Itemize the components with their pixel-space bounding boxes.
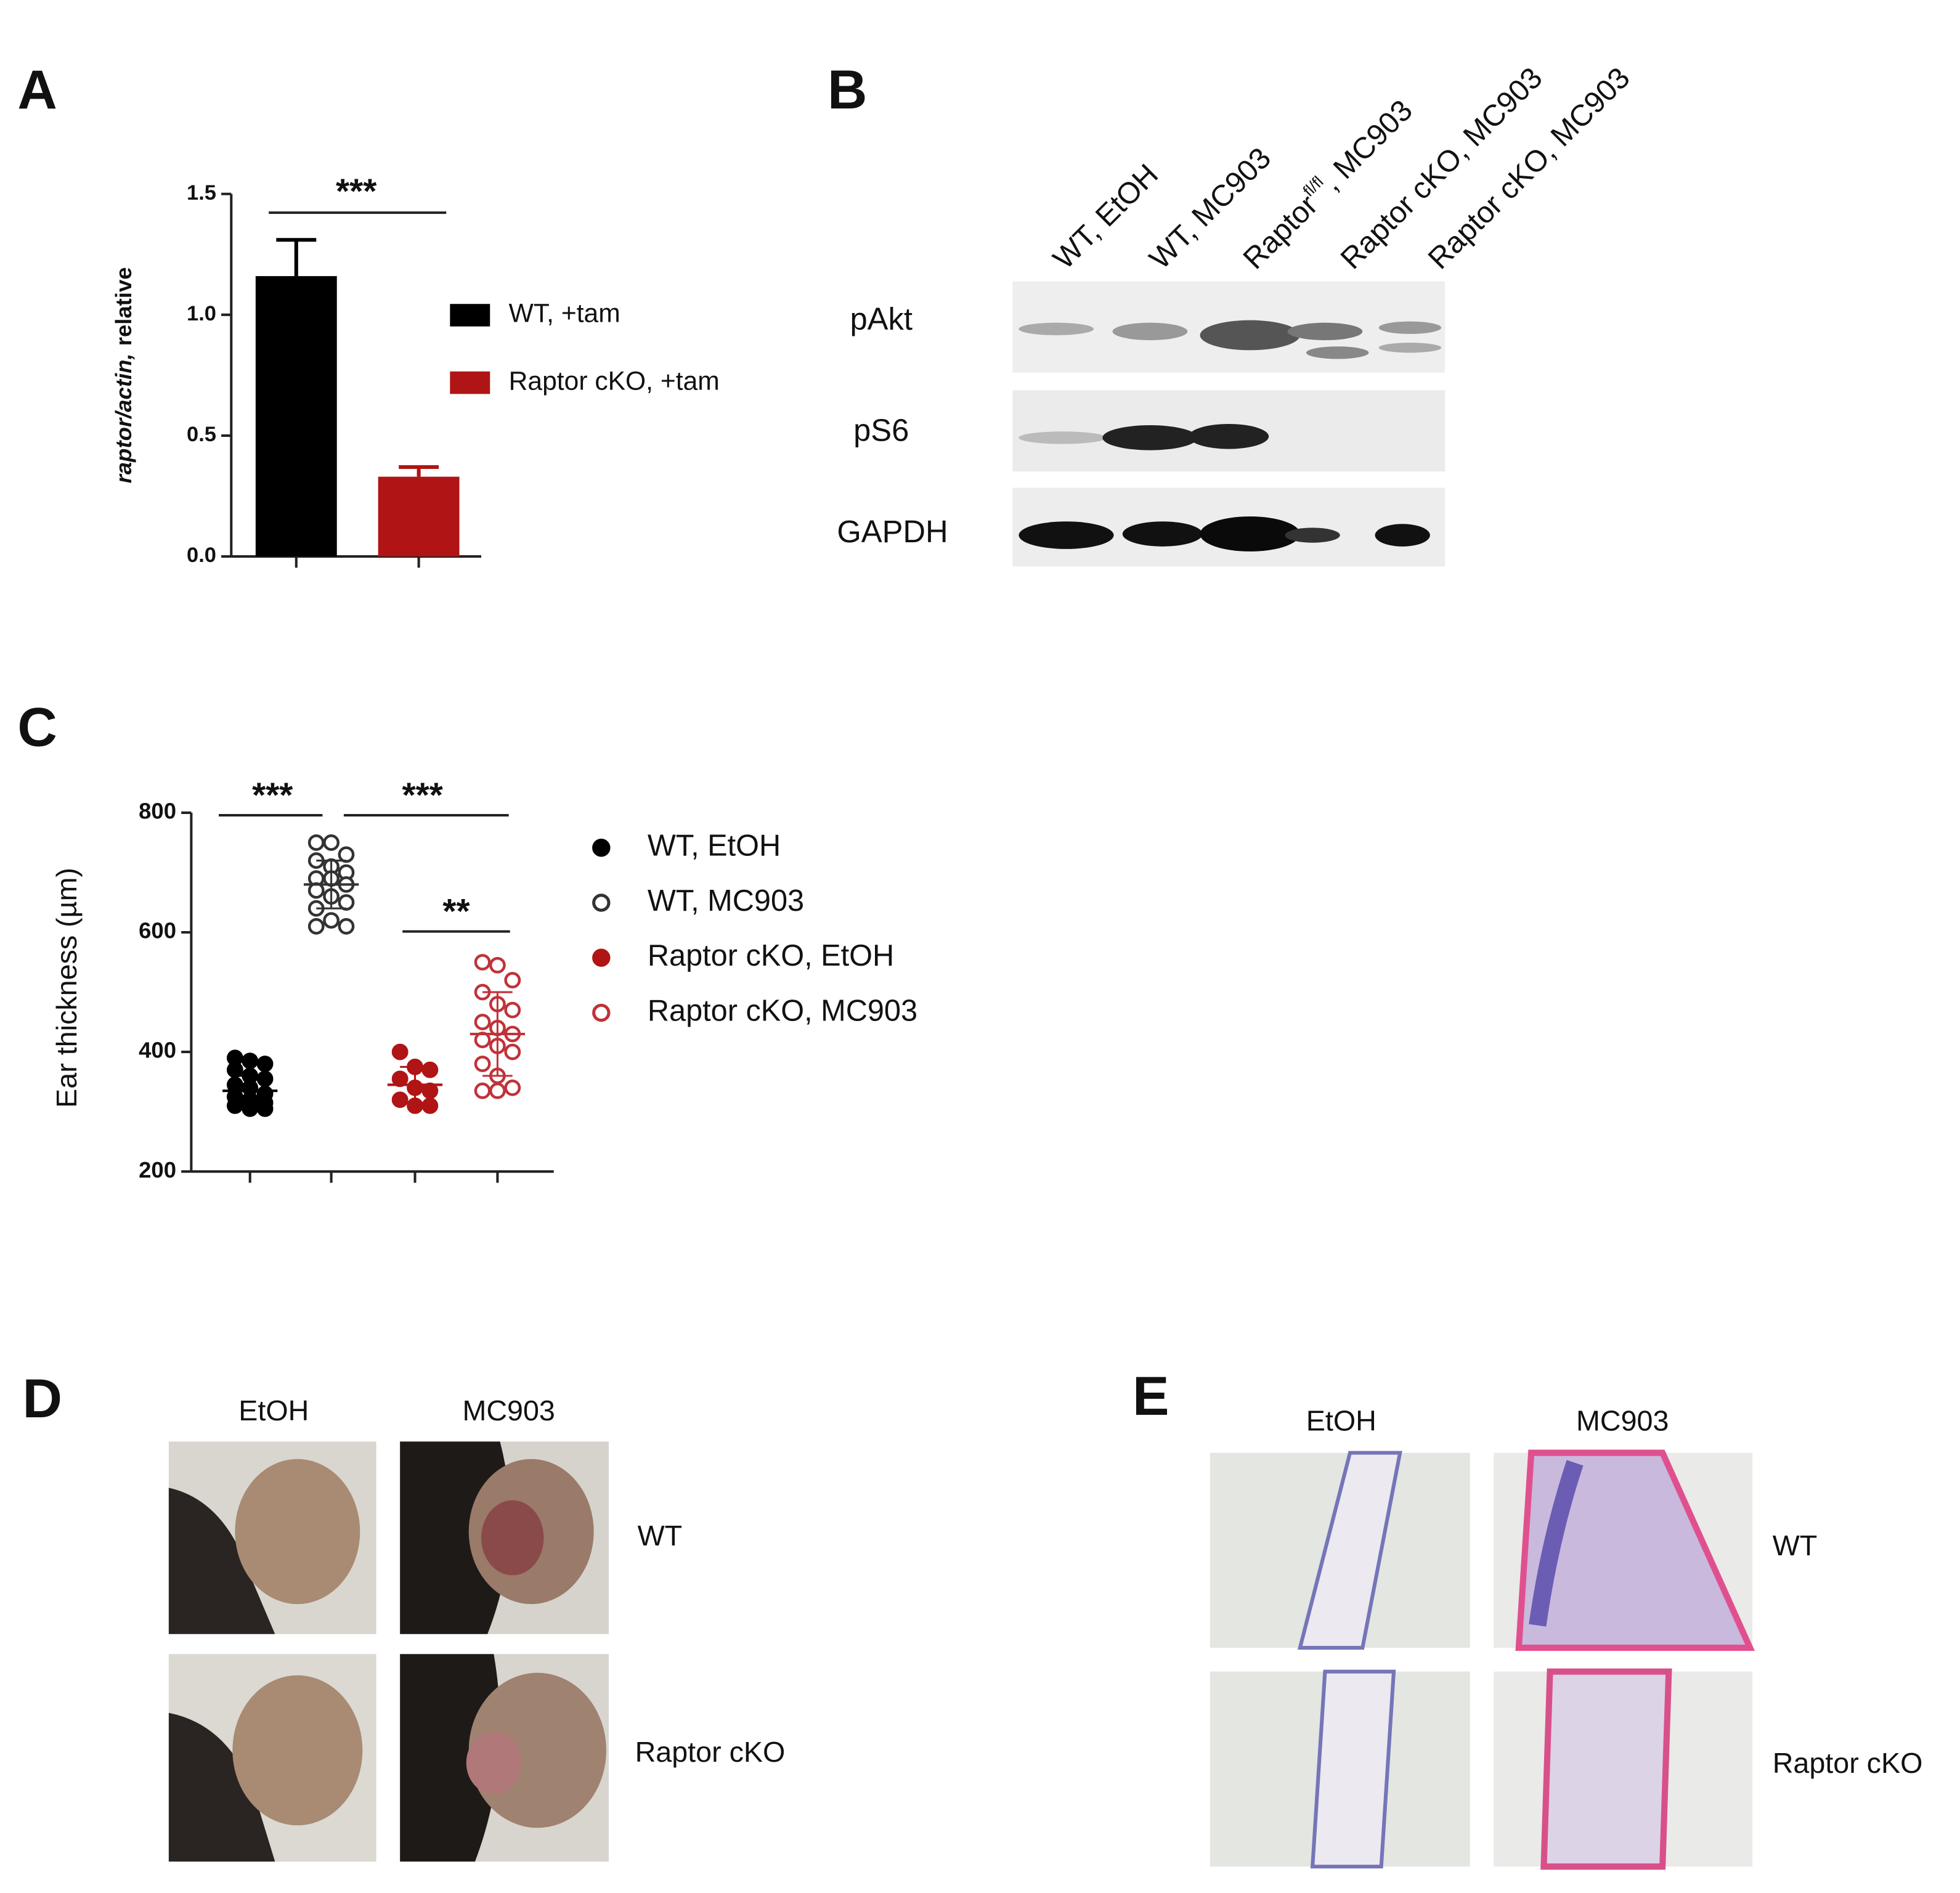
y-tick-label: 1.5	[187, 181, 216, 205]
data-point	[338, 846, 355, 863]
blot-row-label: GAPDH	[837, 514, 948, 549]
column-label: MC903	[1576, 1404, 1669, 1436]
y-label: relative	[111, 267, 136, 346]
legend-marker	[592, 1003, 611, 1022]
data-point	[504, 1043, 521, 1060]
significance-label: ***	[402, 776, 444, 815]
data-point	[227, 1061, 243, 1078]
data-point	[307, 918, 325, 935]
column-label: EtOH	[1306, 1404, 1376, 1436]
row-label: WT	[638, 1520, 683, 1552]
data-point	[256, 1100, 274, 1117]
y-axis-label: Ear thickness (µm)	[51, 868, 83, 1108]
blot-lane-labels: WT, EtOH WT, MC903 Raptorfl/fl, MC903 Ra…	[1047, 61, 1637, 275]
legend-label: Raptor cKO, +tam	[509, 366, 720, 396]
data-point	[474, 1082, 491, 1099]
row-label: WT	[1773, 1529, 1818, 1561]
blot-row-label: pS6	[853, 413, 909, 448]
data-point	[421, 1097, 439, 1114]
panel-label: C	[17, 696, 57, 758]
significance-label: ***	[252, 776, 293, 815]
y-tick-label: 1.0	[187, 302, 216, 325]
panel-label: A	[17, 59, 57, 120]
column-label: EtOH	[238, 1394, 309, 1427]
data-point	[504, 972, 521, 989]
data-point	[504, 1079, 521, 1096]
ear-photos	[168, 1441, 609, 1862]
legend-marker	[592, 894, 611, 912]
row-label: Raptor cKO	[1773, 1747, 1923, 1779]
data-point	[256, 1070, 274, 1088]
data-point	[504, 1001, 521, 1019]
legend-label: Raptor cKO, MC903	[648, 994, 917, 1027]
data-point	[391, 1043, 409, 1060]
panel-label: D	[23, 1367, 62, 1429]
significance-label: ***	[336, 173, 377, 211]
bar	[255, 276, 337, 557]
data-point	[256, 1056, 274, 1072]
y-label-italic: raptor/actin,	[111, 353, 136, 483]
data-point	[474, 1014, 491, 1030]
legend-swatch	[450, 304, 490, 327]
panel-label: B	[828, 59, 867, 120]
bar	[378, 476, 460, 557]
panel-label: E	[1132, 1365, 1169, 1427]
lane-label-part: Raptor	[1237, 189, 1324, 275]
significance-label: **	[442, 892, 470, 931]
lane-label: WT, EtOH	[1047, 158, 1165, 275]
blot-image	[1012, 281, 1446, 567]
data-point	[421, 1061, 439, 1078]
row-label: Raptor cKO	[635, 1736, 786, 1768]
legend-label: Raptor cKO, EtOH	[648, 939, 894, 972]
data-point	[338, 894, 355, 911]
histology-images	[1210, 1449, 1755, 1870]
y-tick-label: 0.0	[187, 543, 216, 567]
data-point	[242, 1052, 259, 1070]
legend-label: WT, MC903	[648, 884, 804, 918]
legend-label: WT, EtOH	[648, 829, 781, 863]
column-label: MC903	[462, 1394, 555, 1427]
data-point	[474, 1056, 491, 1072]
legend-label: WT, +tam	[509, 299, 620, 328]
y-tick-label: 0.5	[187, 423, 216, 446]
y-tick-label: 200	[139, 1157, 176, 1183]
data-point	[391, 1091, 409, 1109]
lane-label-part: , MC903	[1315, 94, 1419, 197]
data-point	[323, 834, 340, 851]
y-axis-label: raptor/actin, relative	[111, 267, 136, 483]
y-tick-label: 600	[139, 918, 176, 943]
blot-row-label: pAkt	[850, 301, 912, 336]
data-point	[307, 834, 325, 851]
legend-marker	[592, 839, 611, 857]
y-tick-label: 800	[139, 799, 176, 824]
data-point	[323, 912, 340, 929]
data-point	[489, 956, 506, 974]
legend-swatch	[450, 371, 490, 394]
data-point	[489, 1082, 506, 1099]
legend-marker	[592, 948, 611, 967]
y-tick-label: 400	[139, 1038, 176, 1063]
lane-label: Raptorfl/fl, MC903	[1235, 92, 1419, 276]
data-point	[338, 918, 355, 935]
data-point	[474, 954, 491, 971]
